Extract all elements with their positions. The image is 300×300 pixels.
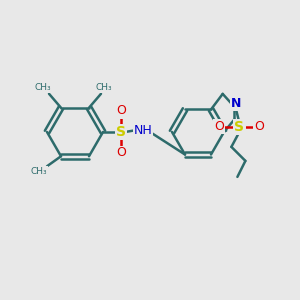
Text: CH₃: CH₃	[35, 83, 51, 92]
Text: N: N	[231, 98, 242, 110]
Text: O: O	[214, 120, 224, 134]
Text: O: O	[116, 104, 126, 118]
Text: O: O	[116, 146, 126, 160]
Text: S: S	[116, 125, 126, 139]
Text: NH: NH	[134, 124, 152, 136]
Text: O: O	[254, 120, 264, 134]
Text: CH₃: CH₃	[31, 167, 47, 176]
Text: CH₃: CH₃	[96, 83, 112, 92]
Text: S: S	[234, 120, 244, 134]
